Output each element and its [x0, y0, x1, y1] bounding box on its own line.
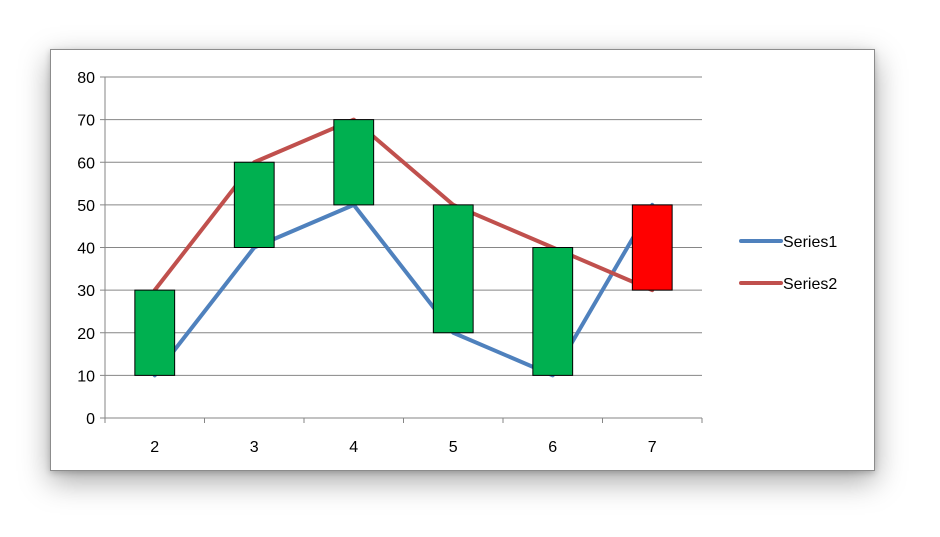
y-tick-label: 20: [77, 326, 95, 343]
y-tick-label: 0: [86, 411, 95, 428]
y-tick-label: 10: [77, 368, 95, 385]
y-tick-label: 80: [77, 70, 95, 87]
x-tick-label: 5: [449, 439, 458, 456]
up-bar: [333, 119, 375, 206]
y-tick-label: 40: [77, 241, 95, 258]
chart-area: 0 10 20 30 40 50 60 70 80 2 3 4 5 6 7 Series1 Series2: [50, 49, 875, 471]
y-tick-label: 50: [77, 198, 95, 215]
x-tick-label: 7: [648, 439, 657, 456]
x-tick-label: 4: [349, 439, 358, 456]
y-tick-label: 60: [77, 155, 95, 172]
axes: 0 10 20 30 40 50 60 70 80 2 3 4 5 6 7: [77, 70, 703, 456]
up-bar: [134, 289, 176, 376]
x-tick-label: 6: [548, 439, 557, 456]
up-bar: [233, 161, 275, 248]
y-tick-label: 30: [77, 283, 95, 300]
legend: Series1 Series2: [739, 234, 837, 293]
up-bar: [532, 247, 574, 376]
x-tick-label: 2: [150, 439, 159, 456]
up-down-bars: [134, 119, 673, 376]
y-tick-label: 70: [77, 113, 95, 130]
legend-label-series2: Series2: [783, 276, 837, 293]
chart-svg: 0 10 20 30 40 50 60 70 80 2 3 4 5 6 7 Series1 Series2: [77, 70, 837, 456]
x-tick-label: 3: [250, 439, 259, 456]
down-bar: [631, 204, 673, 291]
up-bar: [432, 204, 474, 334]
legend-label-series1: Series1: [783, 234, 837, 251]
gridlines: [105, 76, 702, 376]
